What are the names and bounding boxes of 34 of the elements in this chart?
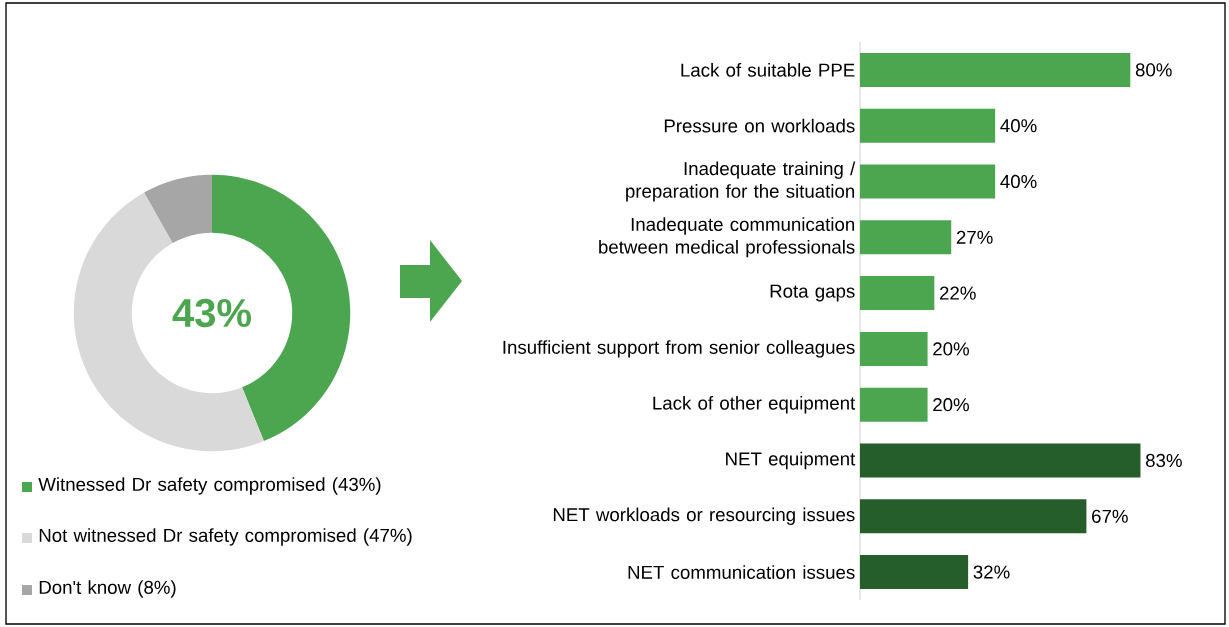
data-label: 22% (939, 286, 976, 300)
bar (860, 276, 935, 311)
bar (860, 164, 996, 199)
bar (860, 108, 996, 143)
y-tick-label: Pressure on workloads (664, 118, 855, 133)
bar (860, 52, 1131, 87)
bar (860, 499, 1087, 534)
legend-label: Don't know (8%) (39, 580, 176, 598)
data-label: 27% (956, 230, 993, 244)
y-tick-label: NET workloads or resourcing issues (553, 507, 855, 525)
bar (860, 387, 928, 422)
y-tick-label: Lack of other equipment (653, 395, 856, 414)
y-tick-label: Inadequate communication between medical professionals (599, 217, 855, 258)
data-label: 67% (1092, 509, 1128, 523)
data-label: 40% (1000, 119, 1037, 133)
y-tick-label: NET equipment (726, 451, 856, 470)
y-tick-label: Lack of suitable PPE (681, 63, 855, 77)
bar (860, 220, 952, 255)
data-label: 32% (973, 565, 1010, 579)
y-tick-label: Rota gaps (770, 284, 855, 302)
bar (860, 443, 1141, 478)
data-label: 80% (1135, 63, 1172, 77)
data-label: 40% (1000, 174, 1037, 189)
legend-label: Witnessed Dr safety compromised (43%) (38, 477, 381, 495)
legend-label: Not witnessed Dr safety compromised (47%) (39, 528, 412, 546)
bar (860, 555, 969, 590)
data-label: 83% (1145, 453, 1182, 468)
bar (860, 331, 928, 366)
text: 43% (172, 298, 251, 328)
data-label: 20% (933, 398, 969, 412)
y-tick-label: Inadequate training / preparation for the situation (626, 161, 856, 202)
data-label: 20% (933, 342, 969, 356)
y-tick-label: NET communication issues (628, 565, 855, 579)
y-tick-label: Insufficient support from senior colleagues (503, 340, 855, 358)
